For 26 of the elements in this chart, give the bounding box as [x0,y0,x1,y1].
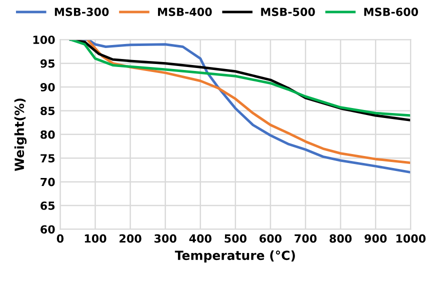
y-tick-label: 75 [40,154,55,163]
x-tick-label: 600 [260,234,282,243]
y-tick-label: 90 [40,82,55,92]
x-tick-label: 700 [294,234,317,243]
legend-label: MSB-400 [158,8,212,16]
y-tick-label: 60 [40,225,55,234]
x-tick-label: 900 [364,234,387,243]
legend-label: MSB-500 [261,8,315,16]
x-tick-label: 100 [84,234,106,243]
y-tick-label: 80 [40,130,55,139]
y-tick-label: 65 [40,202,55,210]
x-tick-label: 200 [120,234,142,243]
y-tick-label: 95 [40,59,55,68]
x-tick-label: 400 [189,234,212,243]
x-tick-label: 0 [56,234,64,243]
legend-label: MSB-600 [364,8,418,16]
y-axis-title: Weight(%) [14,98,27,171]
legend-label: MSB-300 [54,8,109,16]
y-tick-label: 70 [40,178,55,186]
x-axis-title: Temperature (°C) [174,250,295,262]
x-tick-label: 1000 [396,234,426,243]
x-tick-label: 500 [224,234,246,243]
y-tick-label: 85 [40,106,55,116]
x-tick-label: 300 [154,234,176,243]
y-tick-label: 100 [33,36,55,44]
x-tick-label: 800 [330,234,352,243]
